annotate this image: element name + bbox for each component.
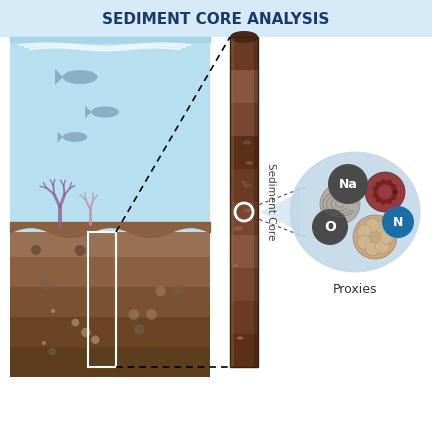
Polygon shape: [290, 152, 420, 272]
Ellipse shape: [246, 161, 253, 165]
FancyBboxPatch shape: [230, 268, 258, 301]
Circle shape: [146, 309, 157, 320]
Ellipse shape: [243, 183, 251, 187]
Ellipse shape: [234, 226, 243, 231]
Circle shape: [392, 189, 398, 195]
Circle shape: [91, 336, 100, 344]
Circle shape: [75, 245, 86, 256]
Circle shape: [375, 197, 381, 203]
Circle shape: [150, 348, 157, 356]
FancyBboxPatch shape: [230, 301, 258, 334]
Circle shape: [375, 181, 381, 187]
Circle shape: [172, 284, 183, 295]
Circle shape: [156, 286, 166, 296]
Circle shape: [51, 309, 55, 313]
Circle shape: [392, 189, 398, 195]
Text: SEDIMENT CORE ANALYSIS: SEDIMENT CORE ANALYSIS: [102, 12, 330, 26]
Text: O: O: [324, 220, 336, 234]
FancyBboxPatch shape: [230, 136, 258, 169]
Polygon shape: [85, 105, 92, 118]
FancyBboxPatch shape: [0, 0, 432, 37]
Circle shape: [375, 221, 390, 235]
Circle shape: [391, 184, 397, 190]
FancyBboxPatch shape: [10, 317, 210, 347]
Ellipse shape: [290, 152, 420, 272]
FancyBboxPatch shape: [10, 287, 210, 317]
FancyBboxPatch shape: [230, 37, 234, 367]
Ellipse shape: [91, 106, 119, 118]
Polygon shape: [55, 69, 63, 85]
Circle shape: [380, 230, 394, 244]
FancyBboxPatch shape: [10, 257, 210, 287]
Circle shape: [72, 319, 79, 327]
Ellipse shape: [63, 70, 98, 84]
Circle shape: [372, 186, 378, 192]
Text: Sediment Core: Sediment Core: [266, 163, 276, 241]
Text: Proxies: Proxies: [333, 283, 377, 296]
Circle shape: [372, 192, 378, 198]
Ellipse shape: [243, 140, 251, 145]
Circle shape: [320, 184, 360, 224]
Circle shape: [328, 164, 368, 204]
Circle shape: [375, 239, 390, 254]
Text: N: N: [393, 216, 403, 229]
Circle shape: [42, 341, 46, 345]
Circle shape: [380, 230, 394, 244]
Circle shape: [386, 180, 392, 186]
Polygon shape: [57, 131, 63, 143]
Circle shape: [365, 172, 405, 212]
Ellipse shape: [241, 181, 246, 183]
Circle shape: [391, 194, 397, 200]
Circle shape: [31, 245, 41, 255]
Circle shape: [381, 179, 387, 185]
Text: Na: Na: [339, 178, 357, 191]
FancyBboxPatch shape: [230, 103, 258, 136]
Circle shape: [129, 309, 139, 320]
FancyBboxPatch shape: [10, 347, 210, 377]
FancyBboxPatch shape: [230, 235, 258, 268]
Circle shape: [357, 225, 371, 239]
Circle shape: [312, 209, 348, 245]
Ellipse shape: [237, 337, 243, 340]
Circle shape: [353, 215, 397, 259]
Circle shape: [81, 327, 91, 337]
FancyBboxPatch shape: [230, 37, 258, 70]
FancyBboxPatch shape: [254, 37, 258, 367]
Circle shape: [357, 235, 371, 249]
Ellipse shape: [230, 31, 258, 43]
Circle shape: [48, 347, 56, 355]
Ellipse shape: [63, 132, 87, 142]
FancyBboxPatch shape: [10, 232, 210, 257]
Ellipse shape: [244, 209, 251, 212]
Polygon shape: [260, 192, 300, 232]
FancyBboxPatch shape: [10, 37, 210, 377]
Circle shape: [365, 218, 379, 232]
Circle shape: [365, 241, 379, 256]
FancyBboxPatch shape: [230, 202, 258, 235]
FancyBboxPatch shape: [230, 169, 258, 202]
FancyBboxPatch shape: [230, 70, 258, 103]
Circle shape: [41, 280, 51, 290]
FancyBboxPatch shape: [10, 37, 210, 232]
FancyBboxPatch shape: [230, 334, 258, 367]
Circle shape: [382, 206, 414, 238]
Ellipse shape: [232, 264, 238, 267]
Circle shape: [134, 324, 144, 335]
Circle shape: [386, 198, 392, 204]
Circle shape: [381, 199, 387, 205]
